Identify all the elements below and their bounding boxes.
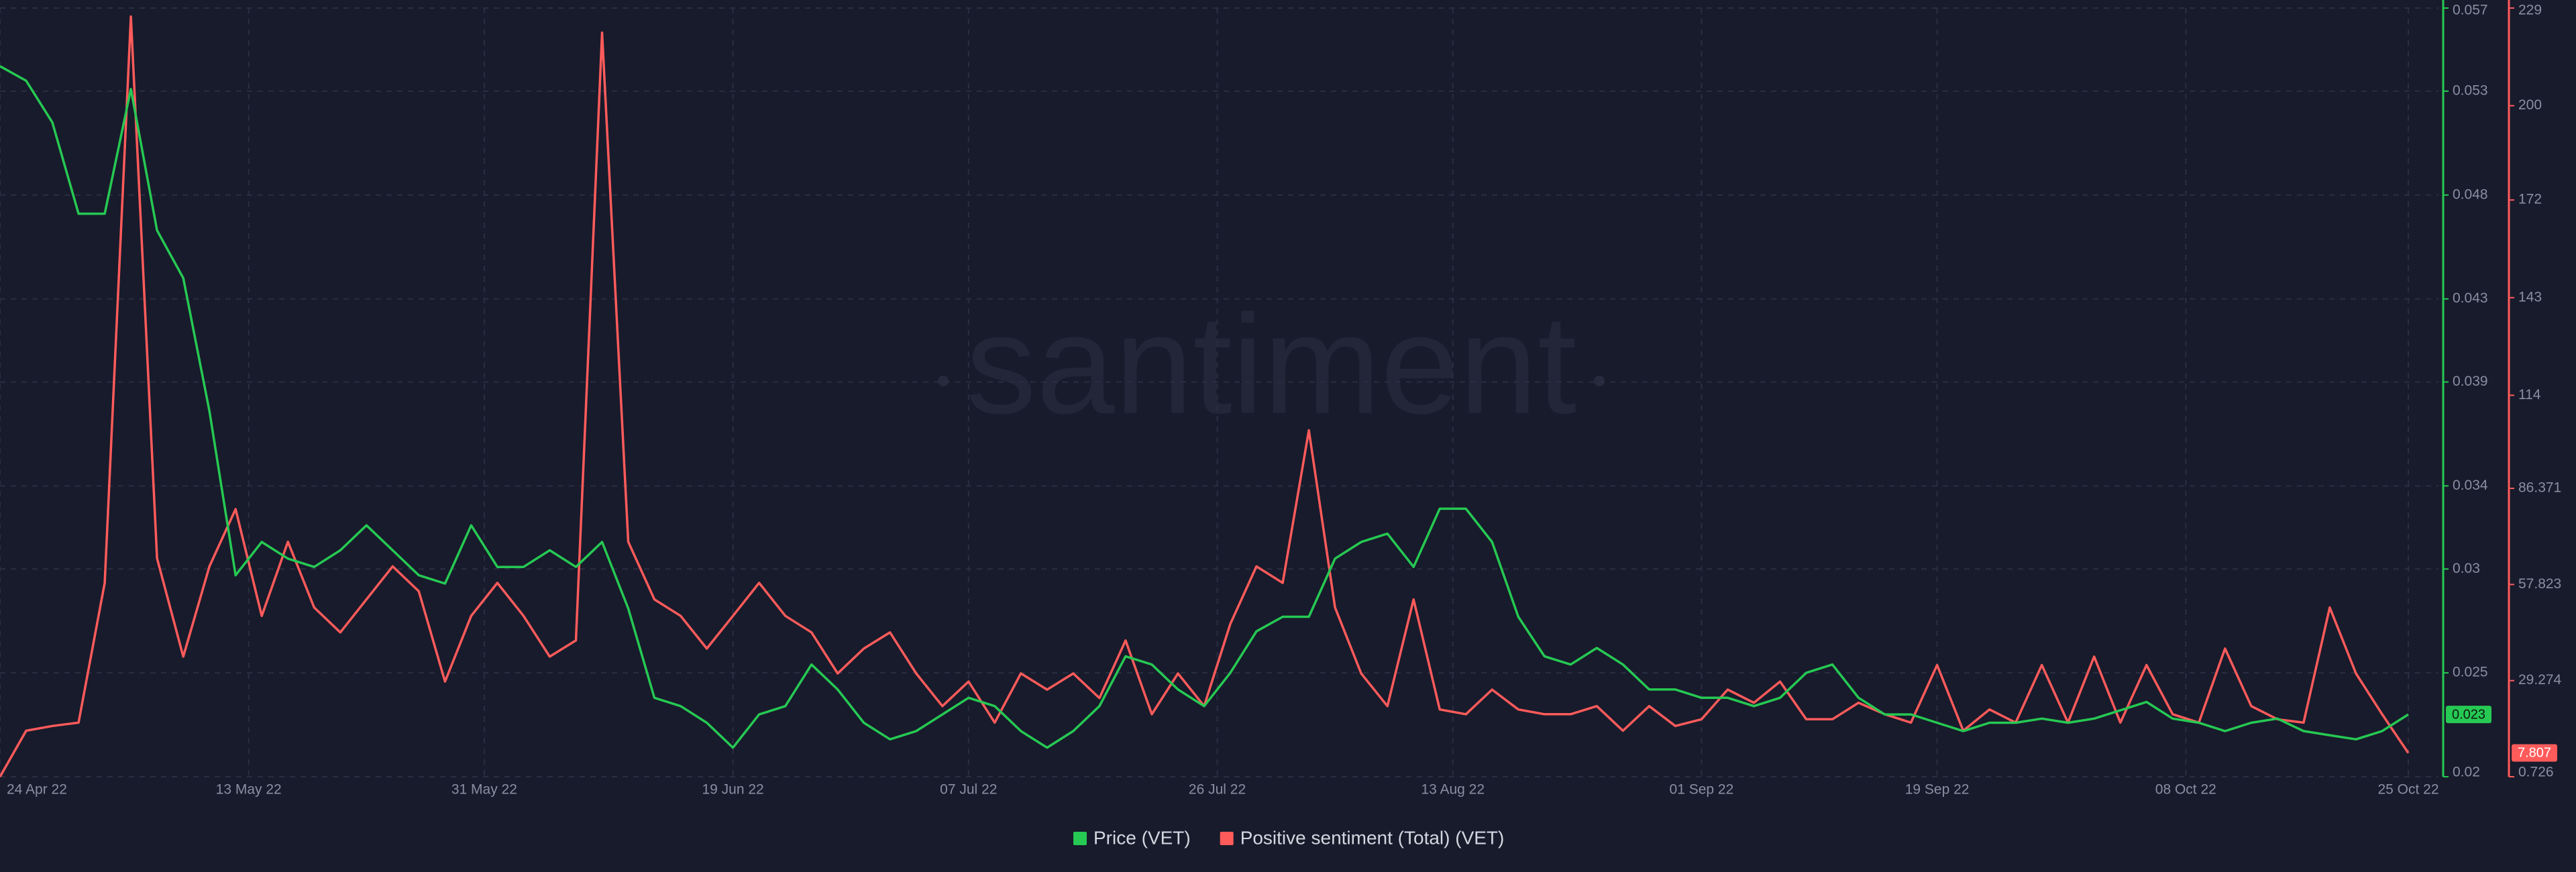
y-tick-label: 0.053 — [2453, 83, 2488, 98]
y-tick-label: 0.048 — [2453, 186, 2488, 202]
last-value-badge — [2512, 744, 2557, 762]
x-tick-label: 13 Aug 22 — [1421, 782, 1485, 798]
y2-tick-label: 86.371 — [2518, 480, 2561, 496]
watermark-dot — [938, 376, 949, 386]
watermark: santiment — [966, 285, 1576, 443]
x-tick-label: 07 Jul 22 — [940, 782, 997, 798]
y-tick-label: 0.03 — [2453, 561, 2480, 576]
watermark-dot — [1594, 376, 1605, 386]
y-tick-label: 0.043 — [2453, 290, 2488, 306]
x-tick-label: 19 Jun 22 — [702, 782, 763, 798]
y-tick-label: 0.034 — [2453, 478, 2488, 493]
legend-label: Positive sentiment (Total) (VET) — [1240, 827, 1505, 848]
legend-swatch — [1220, 832, 1234, 845]
x-tick-label: 19 Sep 22 — [1905, 782, 1970, 798]
x-tick-label: 26 Jul 22 — [1189, 782, 1246, 798]
y-tick-label: 0.025 — [2453, 665, 2488, 680]
series-line — [0, 65, 2409, 749]
y2-tick-label: 114 — [2518, 387, 2541, 402]
y-tick-label: 0.057 — [2453, 3, 2488, 18]
x-tick-label: 08 Oct 22 — [2155, 782, 2216, 798]
x-tick-label: 25 Oct 22 — [2377, 782, 2438, 798]
x-tick-label: 31 May 22 — [451, 782, 517, 798]
legend-swatch — [1073, 832, 1087, 845]
y2-tick-label: 200 — [2518, 97, 2542, 113]
y2-tick-label: 229 — [2518, 3, 2542, 18]
last-value-badge — [2446, 706, 2491, 724]
last-value-label: 0.023 — [2452, 707, 2485, 722]
x-tick-label: 24 Apr 22 — [7, 782, 67, 798]
x-tick-label: 01 Sep 22 — [1670, 782, 1734, 798]
y-tick-label: 0.02 — [2453, 765, 2480, 780]
legend: Price (VET) Positive sentiment (Total) (V… — [1073, 827, 1504, 848]
legend-label: Price (VET) — [1093, 827, 1191, 848]
y2-tick-label: 29.274 — [2518, 672, 2562, 688]
y2-tick-label: 57.823 — [2518, 576, 2561, 592]
y2-tick-label: 172 — [2518, 192, 2542, 207]
y-tick-label: 0.039 — [2453, 374, 2488, 389]
y2-tick-label: 143 — [2518, 289, 2542, 305]
y2-tick-label: 0.726 — [2518, 765, 2554, 780]
x-tick-label: 13 May 22 — [216, 782, 282, 798]
last-value-label: 7.807 — [2518, 746, 2551, 761]
